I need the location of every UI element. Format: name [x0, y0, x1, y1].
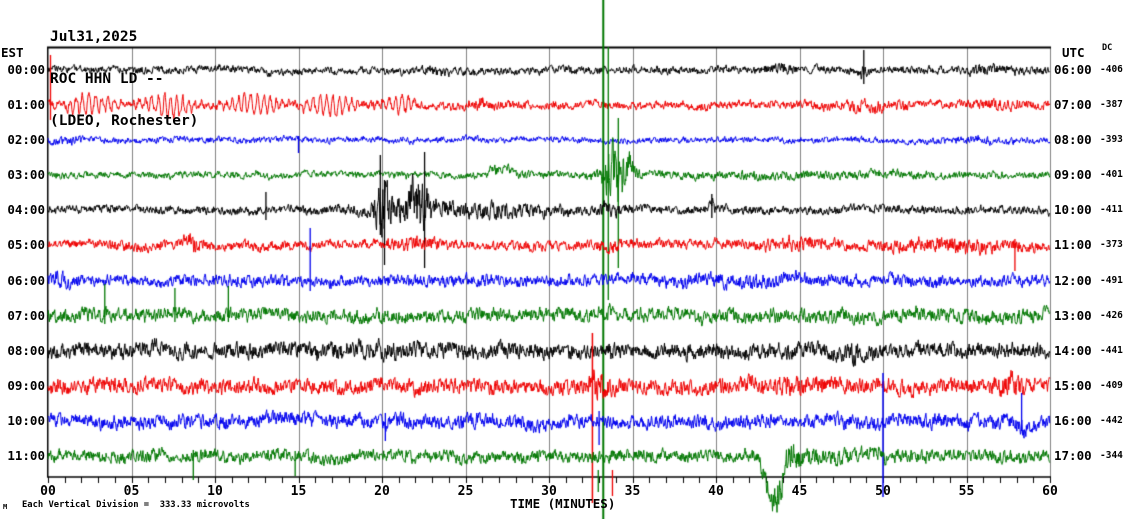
watermark-mark: M: [3, 503, 8, 511]
x-tick-label: 15: [290, 484, 307, 499]
est-axis-label: EST: [1, 45, 24, 60]
x-tick-label: 50: [875, 484, 891, 499]
est-time-label: 07:00: [7, 308, 45, 323]
est-time-label: 08:00: [7, 343, 45, 358]
utc-time-label: 15:00: [1054, 378, 1092, 393]
x-tick-label: 40: [708, 484, 724, 499]
est-time-label: 05:00: [7, 237, 45, 252]
dc-offset-value: -409: [1100, 380, 1123, 391]
est-time-label: 06:00: [7, 273, 45, 288]
dc-offset-value: -344: [1100, 450, 1123, 461]
x-tick-label: 60: [1042, 484, 1058, 499]
x-tick-label: 25: [457, 484, 474, 499]
x-tick-label: 45: [791, 484, 808, 499]
header: Jul31,2025 ROC HHN LD -- (LDEO, Rocheste…: [50, 2, 198, 156]
scale-note: Each Vertical Division = 333.33 microvol…: [22, 500, 250, 510]
x-tick-label: 05: [123, 484, 140, 499]
utc-time-label: 14:00: [1054, 343, 1092, 358]
dc-offset-value: -411: [1100, 204, 1123, 215]
utc-time-label: 17:00: [1054, 448, 1092, 463]
dc-offset-value: -491: [1100, 275, 1123, 286]
utc-time-label: 11:00: [1054, 237, 1092, 252]
utc-axis-label: UTC: [1062, 45, 1085, 60]
dc-offset-value: -406: [1100, 64, 1123, 75]
est-time-label: 04:00: [7, 202, 45, 217]
utc-time-label: 13:00: [1054, 308, 1092, 323]
est-time-label: 09:00: [7, 378, 45, 393]
dc-offset-value: -387: [1100, 99, 1123, 110]
dc-offset-value: -373: [1100, 239, 1123, 250]
est-time-label: 10:00: [7, 413, 45, 428]
header-station: ROC HHN LD --: [50, 71, 164, 87]
est-time-label: 03:00: [7, 167, 45, 182]
utc-time-label: 10:00: [1054, 202, 1092, 217]
dc-offset-value: -401: [1100, 169, 1123, 180]
utc-time-label: 16:00: [1054, 413, 1092, 428]
header-location: (LDEO, Rochester): [50, 113, 199, 129]
dc-offset-value: -441: [1100, 345, 1123, 356]
dc-offset-value: -393: [1100, 134, 1123, 145]
x-tick-label: 10: [207, 484, 223, 499]
dc-offset-value: -426: [1100, 310, 1123, 321]
est-time-label: 02:00: [7, 132, 45, 147]
x-tick-label: 30: [541, 484, 557, 499]
utc-time-label: 06:00: [1054, 62, 1092, 77]
x-tick-label: 35: [624, 484, 641, 499]
est-time-label: 00:00: [7, 62, 45, 77]
est-time-label: 01:00: [7, 97, 45, 112]
dc-column-label: DC: [1102, 43, 1113, 53]
utc-time-label: 07:00: [1054, 97, 1092, 112]
x-axis-title: TIME (MINUTES): [510, 496, 616, 511]
x-tick-label: 55: [958, 484, 975, 499]
dc-offset-value: -442: [1100, 415, 1123, 426]
utc-time-label: 12:00: [1054, 273, 1092, 288]
utc-time-label: 08:00: [1054, 132, 1092, 147]
utc-time-label: 09:00: [1054, 167, 1092, 182]
header-date: Jul31,2025: [50, 29, 138, 45]
x-tick-label: 00: [40, 484, 56, 499]
est-time-label: 11:00: [7, 448, 45, 463]
x-tick-label: 20: [374, 484, 390, 499]
